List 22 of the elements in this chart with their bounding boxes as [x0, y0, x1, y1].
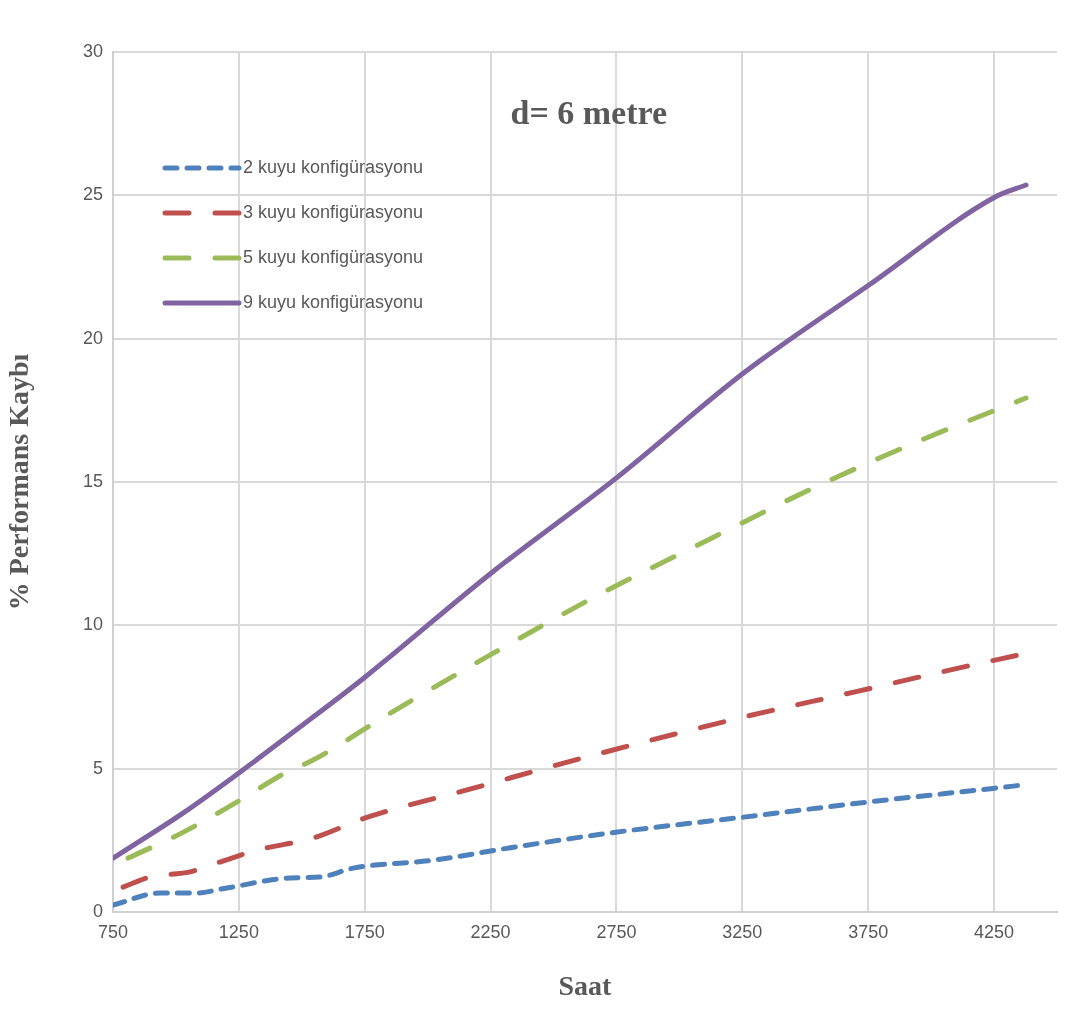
x-tick-label: 2250 [470, 921, 511, 942]
x-tick-label: 3250 [722, 921, 763, 942]
y-tick-label: 15 [82, 470, 103, 491]
legend-label: 9 kuyu konfigürasyonu [243, 291, 424, 312]
x-tick-label: 3750 [848, 921, 889, 942]
x-tick-label: 1750 [344, 921, 385, 942]
legend-label: 3 kuyu konfigürasyonu [243, 201, 424, 222]
y-axis-title: % Performans Kaybı [3, 353, 35, 611]
x-axis-title: Saat [558, 970, 613, 1002]
y-tick-label: 0 [92, 900, 103, 921]
y-tick-label: 20 [82, 327, 103, 348]
y-tick-label: 25 [82, 184, 103, 205]
text: d= 6 metre [510, 93, 668, 131]
x-tick-label: 2750 [596, 921, 637, 942]
y-tick-label: 30 [82, 40, 103, 61]
y-tick-label: 10 [82, 614, 103, 635]
y-tick-label: 5 [92, 757, 103, 778]
legend-label: 2 kuyu konfigürasyonu [243, 156, 424, 177]
x-tick-label: 1250 [218, 921, 259, 942]
x-tick-label: 4250 [974, 921, 1015, 942]
x-tick-label: 750 [97, 921, 129, 942]
legend-label: 5 kuyu konfigürasyonu [243, 246, 424, 267]
